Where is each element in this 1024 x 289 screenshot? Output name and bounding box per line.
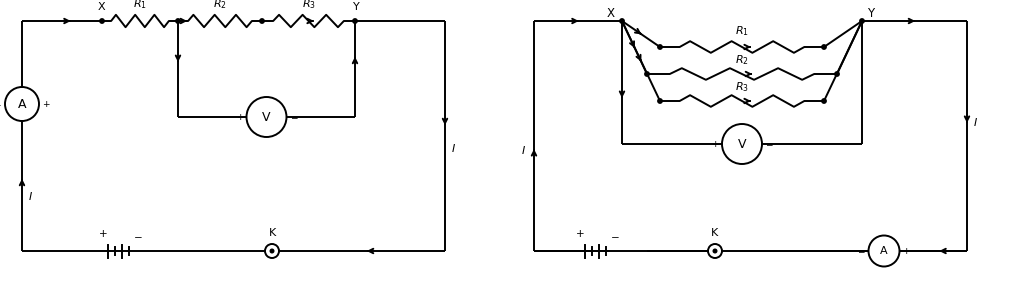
Circle shape [657,99,663,103]
Circle shape [722,124,762,164]
Text: $I$: $I$ [451,142,456,153]
Text: $R_3$: $R_3$ [301,0,315,11]
Text: +: + [236,112,244,121]
Text: Y: Y [867,7,874,20]
Text: +: + [42,99,49,108]
Text: $I$: $I$ [521,144,526,156]
Text: +: + [712,140,719,149]
Text: $R_1$: $R_1$ [735,24,749,38]
Text: $-$: $-$ [857,247,865,255]
Circle shape [260,19,264,23]
Circle shape [645,72,649,76]
Circle shape [99,19,104,23]
Circle shape [835,72,840,76]
Text: $-$: $-$ [765,140,773,149]
Circle shape [270,249,273,253]
Circle shape [620,19,625,23]
Text: $-$: $-$ [290,112,298,121]
Circle shape [860,19,864,23]
Text: X: X [607,7,615,20]
Text: A: A [881,246,888,256]
Text: $-$: $-$ [610,231,620,241]
Text: $I$: $I$ [28,190,33,202]
Circle shape [708,244,722,258]
Text: $R_2$: $R_2$ [735,53,749,67]
Circle shape [713,249,717,253]
Text: K: K [712,228,719,238]
Circle shape [822,45,826,49]
Circle shape [868,236,899,266]
Text: $-$: $-$ [133,231,142,241]
Text: $R_1$: $R_1$ [133,0,147,11]
Circle shape [247,97,287,137]
Text: $I$: $I$ [973,116,978,128]
Text: V: V [737,138,746,151]
Text: +: + [575,229,585,239]
Circle shape [265,244,279,258]
Text: Y: Y [352,2,359,12]
Text: A: A [17,97,27,110]
Text: $R_2$: $R_2$ [213,0,227,11]
Text: $-$: $-$ [0,99,2,108]
Circle shape [657,45,663,49]
Text: V: V [262,110,270,123]
Circle shape [822,99,826,103]
Text: +: + [98,229,108,239]
Text: K: K [268,228,275,238]
Text: $R_3$: $R_3$ [735,80,749,94]
Text: +: + [902,247,910,255]
Text: X: X [97,2,104,12]
Circle shape [353,19,357,23]
Circle shape [5,87,39,121]
Circle shape [176,19,180,23]
